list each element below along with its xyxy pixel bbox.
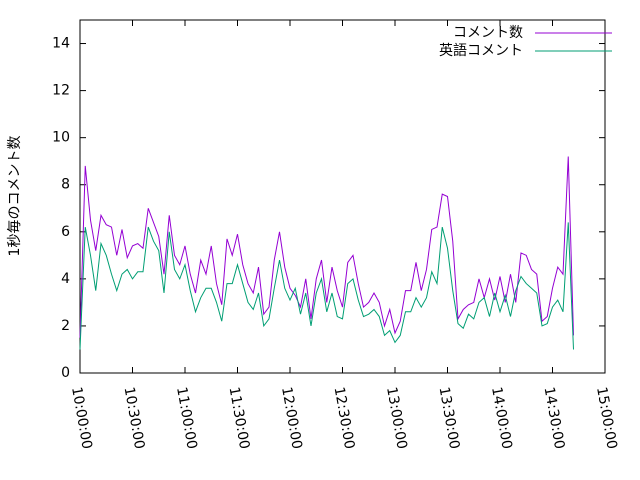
x-tick-label: 13:30:00	[436, 386, 463, 451]
y-tick-label: 12	[52, 83, 70, 99]
x-tick-label: 12:00:00	[278, 386, 305, 451]
legend-label: 英語コメント	[439, 42, 523, 59]
x-tick-label: 15:00:00	[593, 386, 620, 451]
y-axis-label: 1秒毎のコメント数	[7, 136, 23, 257]
y-tick-label: 10	[52, 130, 70, 146]
y-tick-label: 4	[61, 271, 70, 287]
x-tick-label: 12:30:00	[331, 386, 358, 451]
y-tick-label: 8	[61, 177, 70, 193]
legend-label: コメント数	[453, 25, 523, 41]
y-tick-label: 0	[61, 365, 70, 381]
x-tick-label: 13:00:00	[383, 386, 410, 451]
y-tick-label: 2	[61, 318, 70, 334]
x-tick-label: 11:30:00	[226, 386, 253, 451]
x-tick-label: 10:00:00	[68, 386, 95, 451]
x-tick-label: 14:30:00	[541, 386, 568, 451]
x-tick-label: 10:30:00	[121, 386, 148, 451]
plot-frame	[79, 19, 606, 374]
series-line	[79, 222, 574, 350]
series-line	[79, 156, 574, 338]
y-tick-label: 6	[61, 224, 70, 240]
x-tick-label: 11:00:00	[173, 386, 200, 451]
y-tick-label: 14	[52, 36, 70, 52]
x-tick-label: 14:00:00	[488, 386, 515, 451]
